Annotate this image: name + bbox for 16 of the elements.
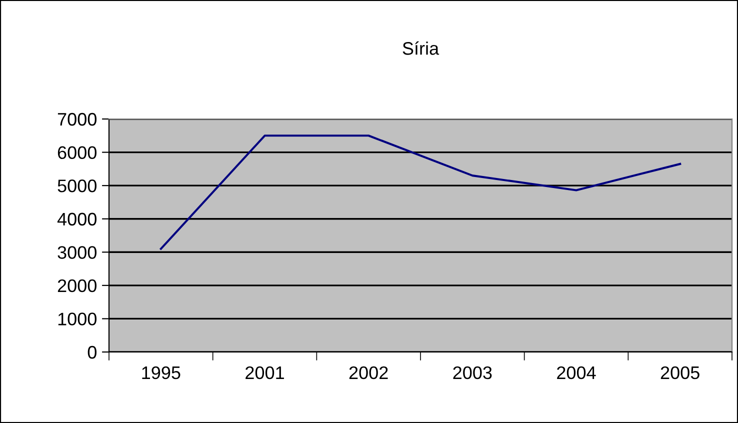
x-tick-label: 2004 (557, 366, 596, 380)
x-tick-label: 2001 (246, 366, 284, 380)
y-tick-label: 7000 (58, 112, 96, 126)
y-tick-label: 1000 (58, 312, 96, 326)
line-series (160, 134, 682, 250)
y-tick-label: 5000 (58, 180, 96, 192)
y-tick-label: 2000 (58, 279, 96, 292)
y-tick-label: 3000 (58, 246, 96, 259)
y-tick-label: 0 (88, 346, 96, 359)
chart-title: Síria (402, 41, 440, 55)
x-tick-label: 2005 (660, 366, 700, 380)
x-tick-label: 1995 (142, 366, 180, 380)
y-tick-label: 4000 (57, 212, 96, 226)
x-tick-label: 2002 (349, 366, 388, 380)
y-tick-label: 6000 (58, 146, 96, 160)
x-tick-label: 2003 (453, 366, 492, 380)
